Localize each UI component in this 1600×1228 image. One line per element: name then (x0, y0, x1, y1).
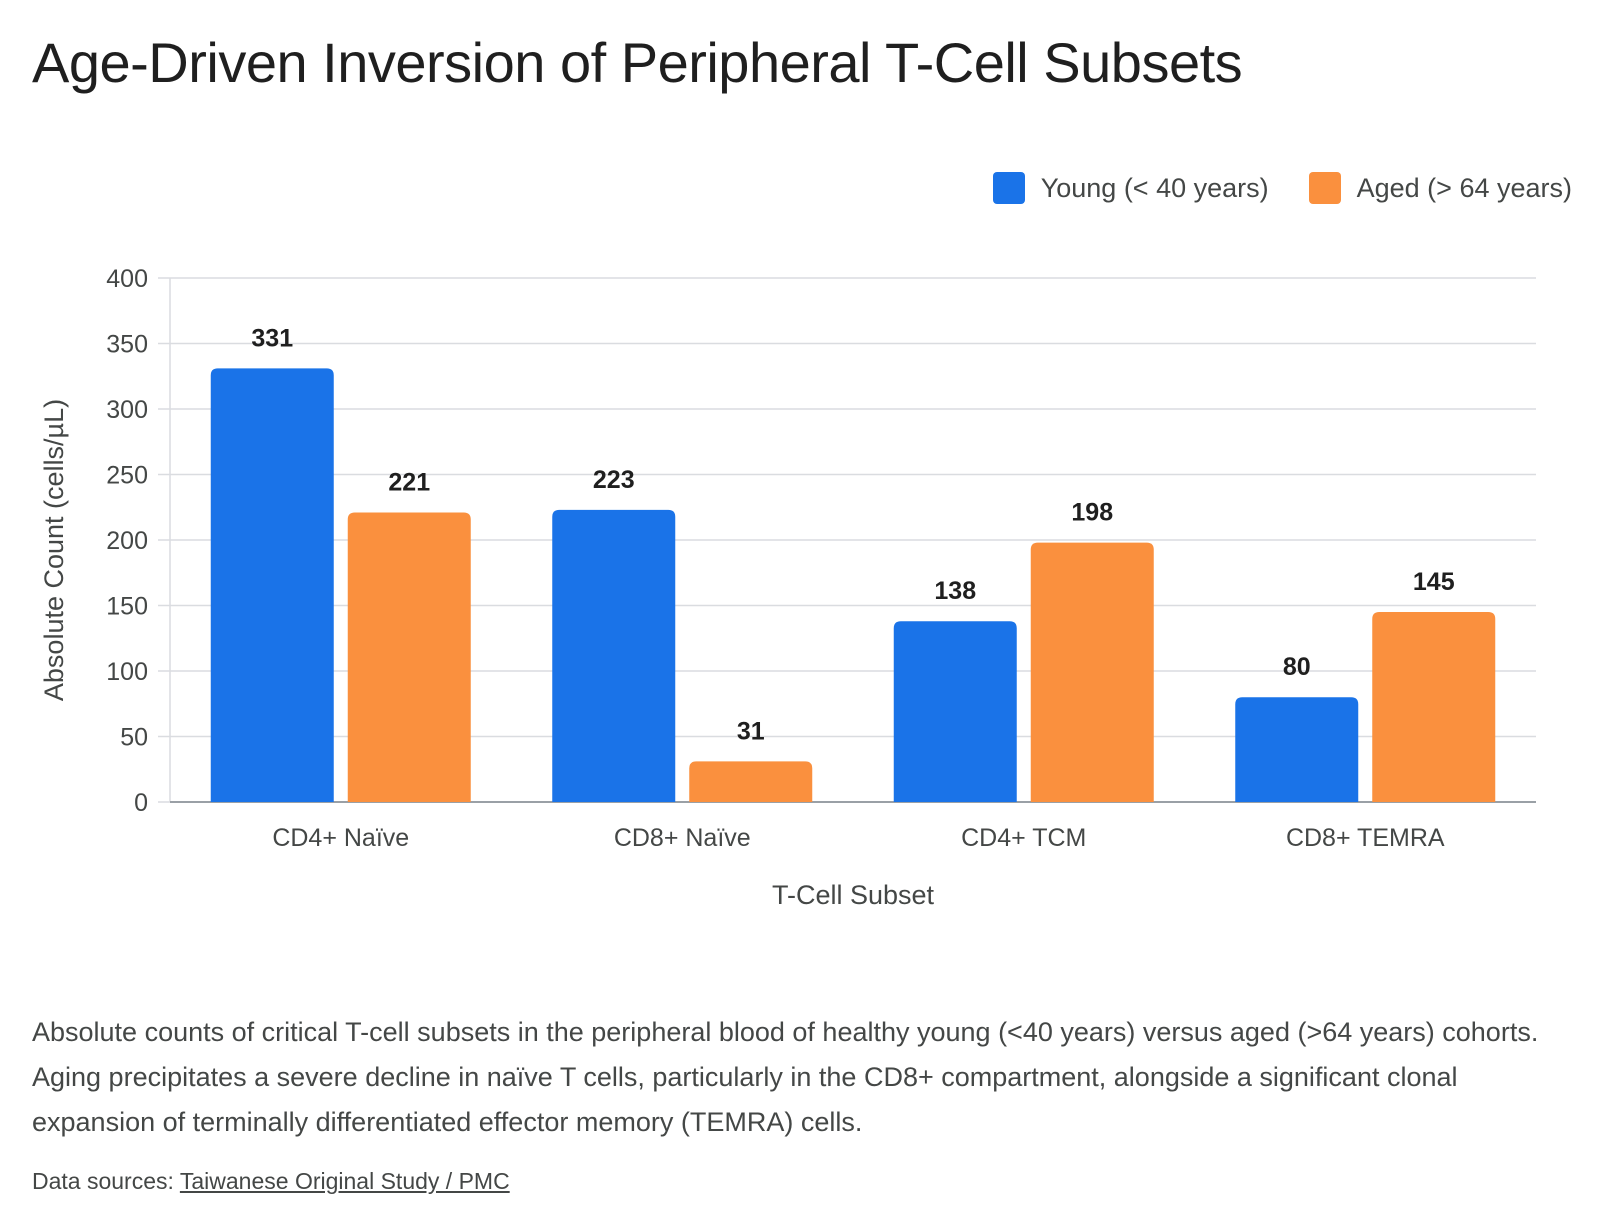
chart-title: Age-Driven Inversion of Peripheral T-Cel… (32, 31, 1243, 94)
x-tick-label: CD8+ Naïve (614, 824, 751, 852)
legend-label-young: Young (< 40 years) (1040, 172, 1269, 203)
y-tick-label: 350 (106, 331, 148, 359)
bar-aged (1372, 612, 1496, 802)
legend: Young (< 40 years) Aged (> 64 years) (992, 172, 1572, 204)
data-sources: Data sources: Taiwanese Original Study /… (32, 1168, 510, 1195)
bar-aged (689, 761, 813, 802)
y-tick-label: 150 (106, 593, 148, 621)
sources-link[interactable]: Taiwanese Original Study / PMC (179, 1168, 510, 1194)
legend-item-young[interactable]: Young (< 40 years) (992, 172, 1269, 204)
bar-aged (1030, 542, 1154, 802)
data-label: 221 (388, 468, 430, 496)
bar-young (552, 509, 676, 802)
y-tick-label: 100 (106, 658, 148, 686)
y-tick-label: 300 (106, 396, 148, 424)
x-axis-title: T-Cell Subset (772, 880, 935, 910)
legend-swatch-aged (1308, 172, 1341, 204)
bar-young (893, 621, 1017, 802)
data-label: 223 (593, 466, 635, 494)
sources-prefix: Data sources: (32, 1168, 180, 1194)
data-label: 331 (251, 324, 293, 352)
data-label: 31 (737, 717, 765, 745)
y-tick-label: 50 (120, 724, 148, 752)
chart-caption: Absolute counts of critical T-cell subse… (32, 1017, 1539, 1137)
x-tick-label: CD4+ Naïve (272, 824, 409, 852)
bar-young (210, 368, 334, 802)
x-tick-label: CD8+ TEMRA (1286, 824, 1445, 852)
data-label: 198 (1071, 499, 1113, 527)
y-tick-label: 200 (106, 527, 148, 555)
bar-aged (347, 512, 471, 802)
y-tick-label: 0 (134, 789, 148, 817)
legend-item-aged[interactable]: Aged (> 64 years) (1308, 172, 1572, 204)
x-tick-label: CD4+ TCM (961, 824, 1086, 852)
bar-young (1235, 697, 1359, 802)
y-tick-label: 250 (106, 462, 148, 490)
legend-label-aged: Aged (> 64 years) (1356, 172, 1572, 203)
y-axis-title: Absolute Count (cells/µL) (39, 399, 69, 701)
data-label: 138 (934, 577, 976, 605)
legend-swatch-young (992, 172, 1025, 204)
data-label: 80 (1283, 653, 1311, 681)
bar-chart: 0 50 100 150 200 250 300 350 400 331 221 CD4+ Naïve… (39, 265, 1536, 910)
data-label: 145 (1413, 568, 1455, 596)
y-tick-label: 400 (106, 265, 148, 293)
